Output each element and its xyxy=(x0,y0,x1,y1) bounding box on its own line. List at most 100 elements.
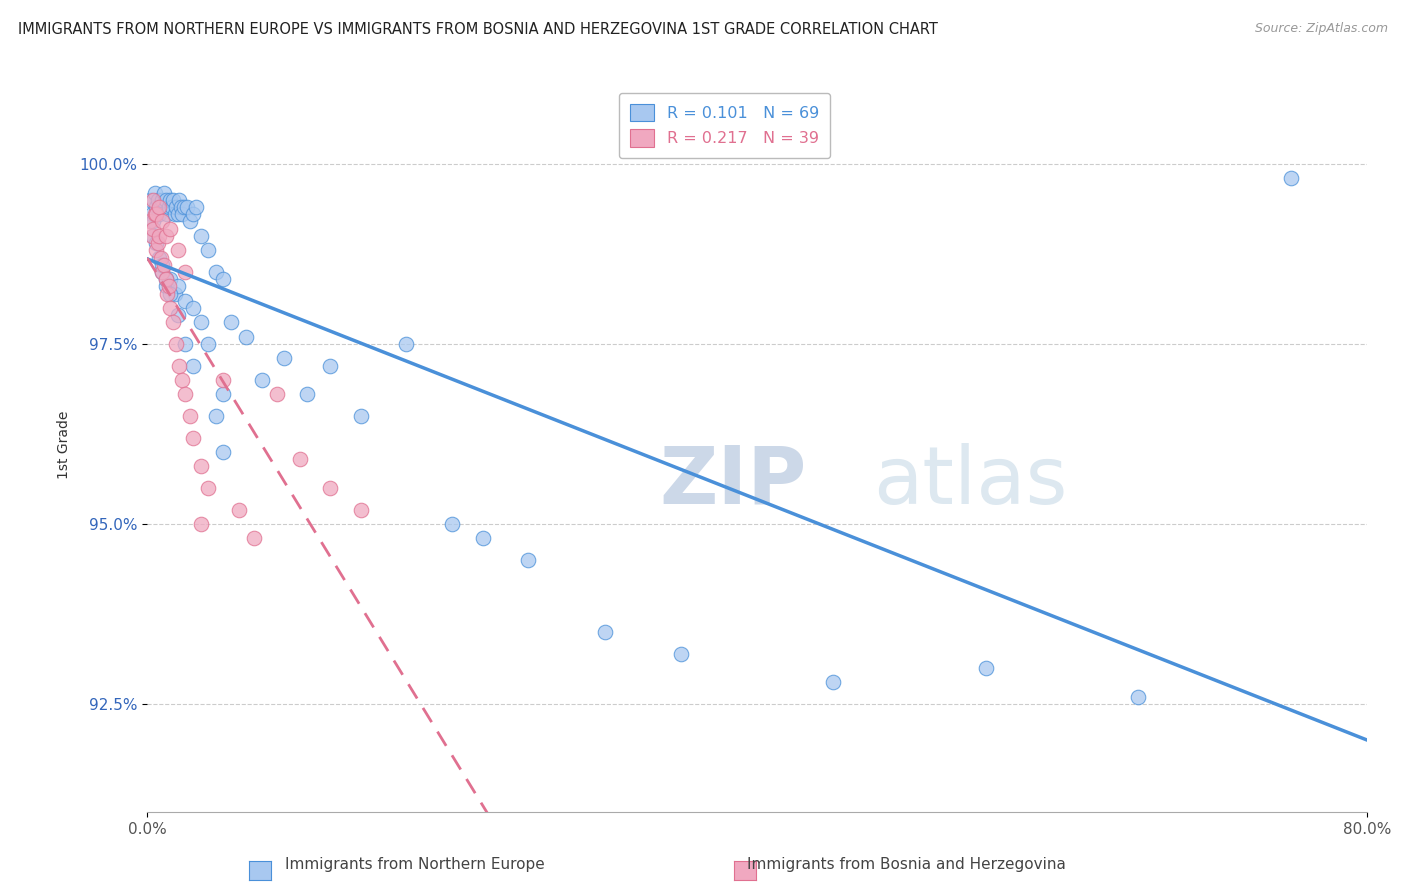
Text: Immigrants from Bosnia and Herzegovina: Immigrants from Bosnia and Herzegovina xyxy=(748,857,1066,872)
Point xyxy=(142,228,165,243)
Point xyxy=(179,409,201,423)
Text: IMMIGRANTS FROM NORTHERN EUROPE VS IMMIGRANTS FROM BOSNIA AND HERZEGOVINA 1ST GR: IMMIGRANTS FROM NORTHERN EUROPE VS IMMIG… xyxy=(18,22,938,37)
Point xyxy=(145,207,167,221)
Point xyxy=(152,265,174,279)
Point xyxy=(190,459,212,474)
Text: ZIP: ZIP xyxy=(659,442,807,521)
Point xyxy=(190,516,212,531)
Point xyxy=(395,337,418,351)
Point xyxy=(166,279,188,293)
Point xyxy=(212,373,235,387)
Point xyxy=(152,258,174,272)
Point xyxy=(159,286,181,301)
Point xyxy=(184,200,207,214)
Point xyxy=(139,214,162,228)
Point xyxy=(181,301,204,315)
Point xyxy=(142,221,165,235)
Point xyxy=(143,186,166,200)
Point xyxy=(197,244,219,258)
Point xyxy=(148,228,170,243)
Point xyxy=(190,315,212,329)
Point xyxy=(212,387,235,401)
Point xyxy=(166,308,188,322)
Point xyxy=(156,207,179,221)
Point xyxy=(148,251,170,265)
Point xyxy=(145,244,167,258)
Point xyxy=(157,279,180,293)
Point xyxy=(174,387,197,401)
Point xyxy=(1279,171,1302,186)
Point xyxy=(174,265,197,279)
Point xyxy=(148,200,170,214)
Point xyxy=(155,279,177,293)
Text: atlas: atlas xyxy=(873,442,1067,521)
Point xyxy=(155,228,177,243)
Point xyxy=(173,200,195,214)
Point xyxy=(145,236,167,251)
Point xyxy=(319,359,342,373)
Point xyxy=(162,315,184,329)
Point xyxy=(160,200,183,214)
Point xyxy=(273,351,295,366)
Point xyxy=(155,193,177,207)
Point xyxy=(143,207,166,221)
Point xyxy=(152,265,174,279)
Point xyxy=(145,200,167,214)
Point xyxy=(441,516,464,531)
Point xyxy=(517,553,540,567)
Point xyxy=(149,251,172,265)
Point xyxy=(212,445,235,459)
Point xyxy=(179,214,201,228)
Point xyxy=(350,502,373,516)
Text: Source: ZipAtlas.com: Source: ZipAtlas.com xyxy=(1254,22,1388,36)
Point xyxy=(219,315,242,329)
Point xyxy=(205,265,228,279)
Legend: R = 0.101   N = 69, R = 0.217   N = 39: R = 0.101 N = 69, R = 0.217 N = 39 xyxy=(619,93,830,158)
Point xyxy=(212,272,235,286)
Point xyxy=(181,359,204,373)
Y-axis label: 1st Grade: 1st Grade xyxy=(58,410,72,479)
Point xyxy=(1126,690,1149,704)
Point xyxy=(165,200,187,214)
Point xyxy=(166,244,188,258)
Point xyxy=(974,661,997,675)
Point xyxy=(159,272,181,286)
Point xyxy=(266,387,288,401)
Point xyxy=(174,337,197,351)
Point xyxy=(141,207,163,221)
Point xyxy=(153,258,176,272)
Point xyxy=(155,272,177,286)
Point xyxy=(243,532,266,546)
Point xyxy=(174,293,197,308)
Point xyxy=(181,207,204,221)
Point xyxy=(167,193,190,207)
Point xyxy=(157,200,180,214)
Point xyxy=(142,193,165,207)
Point xyxy=(170,200,193,214)
Text: Immigrants from Northern Europe: Immigrants from Northern Europe xyxy=(285,857,544,872)
Point xyxy=(166,207,188,221)
Point xyxy=(162,193,184,207)
Point xyxy=(181,431,204,445)
Point xyxy=(148,207,170,221)
Point xyxy=(669,647,692,661)
Point xyxy=(197,337,219,351)
Point xyxy=(172,373,194,387)
Point xyxy=(190,228,212,243)
Point xyxy=(297,387,319,401)
Point xyxy=(228,502,250,516)
Point xyxy=(139,193,162,207)
Point xyxy=(172,207,194,221)
Point xyxy=(593,625,616,640)
Point xyxy=(823,675,845,690)
Point xyxy=(167,359,190,373)
Point xyxy=(163,286,186,301)
Point xyxy=(159,301,181,315)
Point xyxy=(155,272,177,286)
Point xyxy=(142,214,165,228)
Point xyxy=(197,481,219,495)
Point xyxy=(152,193,174,207)
Point xyxy=(205,409,228,423)
Point xyxy=(146,236,169,251)
Point xyxy=(235,330,257,344)
